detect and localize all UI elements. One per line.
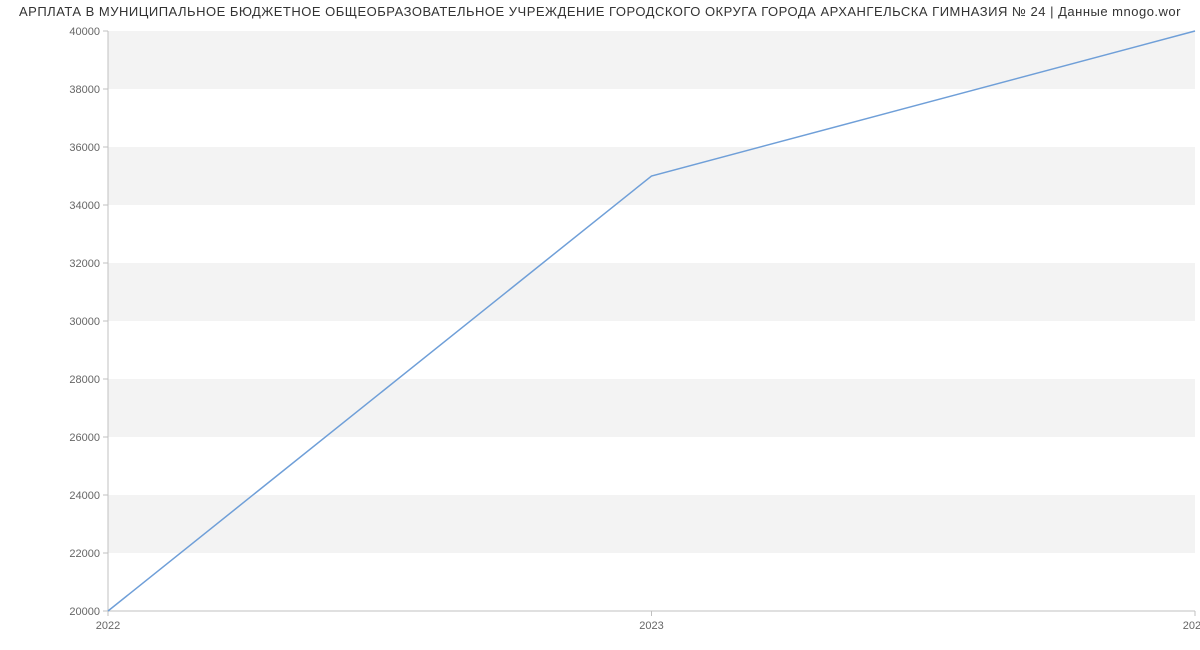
grid-band [108, 263, 1195, 321]
y-tick-label: 36000 [69, 142, 100, 154]
y-tick-label: 20000 [69, 606, 100, 618]
chart-area: 20000 22000 24000 26000 28000 30000 32000 34000… [0, 21, 1200, 641]
chart-title: АРПЛАТА В МУНИЦИПАЛЬНОЕ БЮДЖЕТНОЕ ОБЩЕОБ… [0, 0, 1200, 21]
y-tick-label: 38000 [69, 84, 100, 96]
y-tick-label: 24000 [69, 490, 100, 502]
grid-band [108, 31, 1195, 89]
x-tick-label: 2022 [96, 620, 120, 632]
y-tick-label: 32000 [69, 258, 100, 270]
grid-band [108, 495, 1195, 553]
x-tick-label: 2023 [639, 620, 663, 632]
line-chart-svg: 20000 22000 24000 26000 28000 30000 32000 34000… [0, 21, 1200, 641]
grid-band [108, 379, 1195, 437]
y-tick-label: 22000 [69, 548, 100, 560]
y-tick-label: 28000 [69, 374, 100, 386]
x-tick-label: 2024 [1183, 620, 1200, 632]
y-tick-label: 34000 [69, 200, 100, 212]
y-tick-label: 40000 [69, 26, 100, 38]
y-tick-label: 30000 [69, 316, 100, 328]
y-tick-label: 26000 [69, 432, 100, 444]
